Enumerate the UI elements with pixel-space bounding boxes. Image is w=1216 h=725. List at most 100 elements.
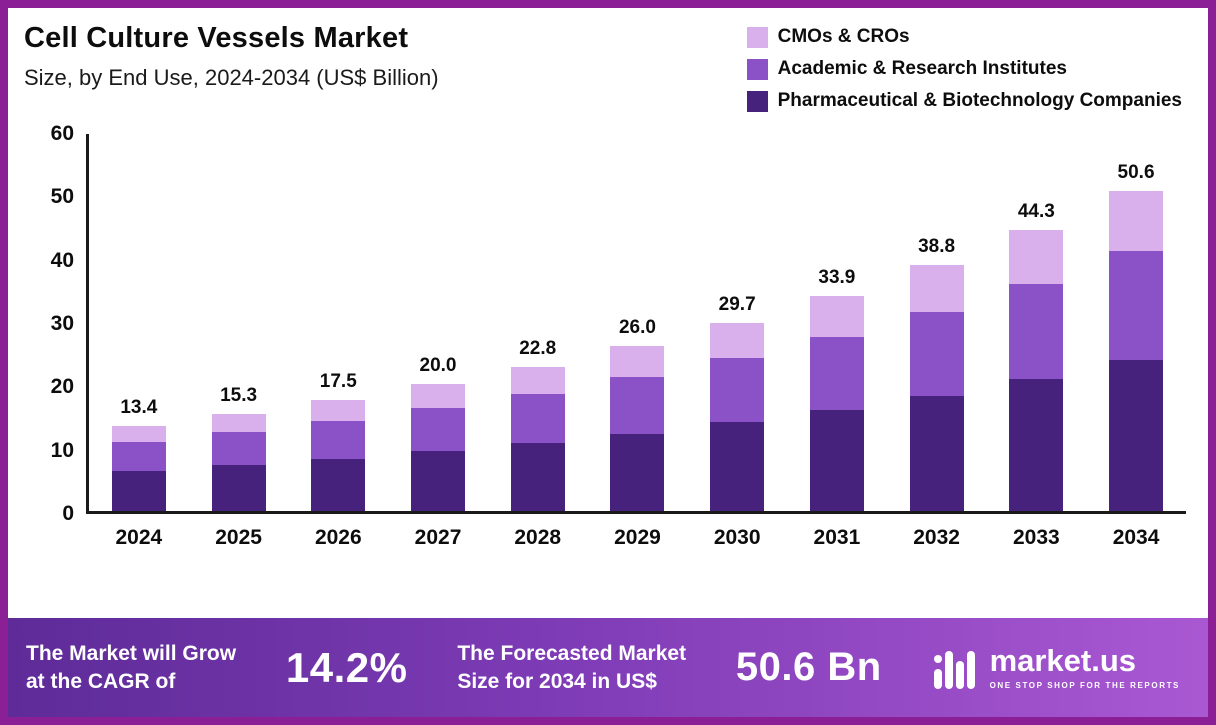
bar-segment [1009,283,1064,380]
bar-segment [909,265,964,313]
legend-label: CMOs & CROs [777,26,910,47]
legend-swatch [746,58,768,80]
bar-segment [610,377,665,434]
bar-segment [909,395,964,511]
bar-segment [211,432,266,466]
chart-area: 0 10 20 30 40 50 60 13.4 15.3 17.5 20.0 22.8 26.0 29… [24,122,1186,525]
bar-segment [510,443,565,511]
bar-segment [311,400,366,422]
bar-stack [510,366,565,511]
bar-segment [1109,190,1164,252]
bar-total-label: 26.0 [618,317,656,339]
y-tick-label: 40 [50,248,74,272]
bar-group: 33.9 [809,267,864,511]
bar-segment [610,346,665,378]
cagr-label: The Market will Grow at the CAGR of [26,640,236,695]
bar-total-label: 38.8 [918,236,956,258]
x-tick-label: 2030 [713,526,761,549]
x-axis-labels: 2024 2025 2026 2027 2028 2029 2030 2031 2032 2033… [86,526,1186,550]
bar-stack [211,414,266,511]
bar-segment [211,414,266,433]
legend-swatch [746,26,768,48]
bar-group: 50.6 [1109,161,1164,511]
bar-group: 44.3 [1009,201,1064,511]
x-tick-label: 2034 [1112,526,1160,549]
y-tick-label: 50 [50,185,74,209]
bar-segment [211,465,266,511]
bar-segment [809,410,864,511]
brand-block: market.us ONE STOP SHOP FOR THE REPORTS [932,645,1180,691]
bar-total-label: 44.3 [1017,201,1055,223]
bar-total-label: 50.6 [1117,161,1155,183]
bar-segment [710,358,765,423]
plot-area: 13.4 15.3 17.5 20.0 22.8 26.0 29.7 33.9 38.8 44.3… [86,134,1186,514]
brand-tagline: ONE STOP SHOP FOR THE REPORTS [989,681,1180,690]
bar-stack [311,400,366,511]
bar-segment [710,422,765,511]
bar-total-label: 20.0 [419,355,457,377]
legend-item: Pharmaceutical & Biotechnology Companies [746,90,1182,112]
y-tick-label: 20 [50,375,74,399]
bar-group: 29.7 [710,293,765,511]
y-tick-label: 60 [50,122,74,145]
bottom-banner: The Market will Grow at the CAGR of 14.2… [8,618,1208,717]
forecast-label-line1: The Forecasted Market [457,642,687,666]
bar-stack [809,296,864,511]
x-tick-label: 2026 [314,526,362,549]
y-tick-label: 0 [62,502,74,525]
forecast-value: 50.6 Bn [735,645,882,689]
forecast-label-line2: Size for 2034 in US$ [457,669,657,693]
bar-segment [411,384,466,409]
bar-stack [1109,190,1164,511]
bar-group: 22.8 [510,337,565,511]
bar-segment [1109,251,1164,361]
bar-segment [411,451,466,511]
bar-group: 17.5 [311,371,366,511]
bar-total-label: 22.8 [519,337,557,359]
bar-group: 38.8 [909,236,964,511]
brand-text: market.us ONE STOP SHOP FOR THE REPORTS [990,645,1180,690]
legend-item: CMOs & CROs [746,26,1182,48]
brand-name: market.us [989,643,1137,678]
bar-segment [411,408,466,452]
bar-segment [111,426,166,442]
bar-total-label: 33.9 [818,267,856,289]
chart-header: Cell Culture Vessels Market Size, by End… [24,22,1186,112]
x-tick-label: 2024 [115,526,163,549]
bar-stack [1009,230,1064,511]
legend-swatch [746,90,768,112]
bar-segment [809,336,864,411]
y-axis: 0 10 20 30 40 50 60 [24,122,86,525]
bar-total-label: 29.7 [718,293,756,315]
bar-segment [111,471,166,511]
chart-card: Cell Culture Vessels Market Size, by End… [8,8,1208,618]
y-tick-label: 10 [50,438,74,462]
bar-segment [510,393,565,444]
bar-segment [809,296,864,337]
bar-stack [111,426,166,511]
bar-segment [1109,360,1164,511]
marketus-logo-icon [933,650,975,689]
x-tick-label: 2025 [215,526,262,549]
bar-segment [311,421,366,460]
bar-stack [710,322,765,511]
bar-segment [1009,379,1064,511]
legend: CMOs & CROs Academic & Research Institute… [746,26,1186,112]
cagr-value: 14.2% [285,643,408,691]
bar-stack [909,265,964,511]
title-block: Cell Culture Vessels Market Size, by End… [24,22,439,91]
bar-stack [411,384,466,511]
bar-group: 20.0 [411,355,466,511]
bar-total-label: 15.3 [220,385,258,407]
legend-label: Pharmaceutical & Biotechnology Companies [777,90,1182,111]
legend-item: Academic & Research Institutes [746,58,1182,80]
bar-segment [111,441,166,472]
bar-stack [610,346,665,511]
bar-segment [909,312,964,396]
y-tick-label: 30 [50,312,74,335]
x-tick-label: 2032 [913,526,960,549]
x-tick-label: 2029 [614,526,661,549]
legend-label: Academic & Research Institutes [777,58,1067,79]
x-tick-label: 2028 [514,526,562,549]
